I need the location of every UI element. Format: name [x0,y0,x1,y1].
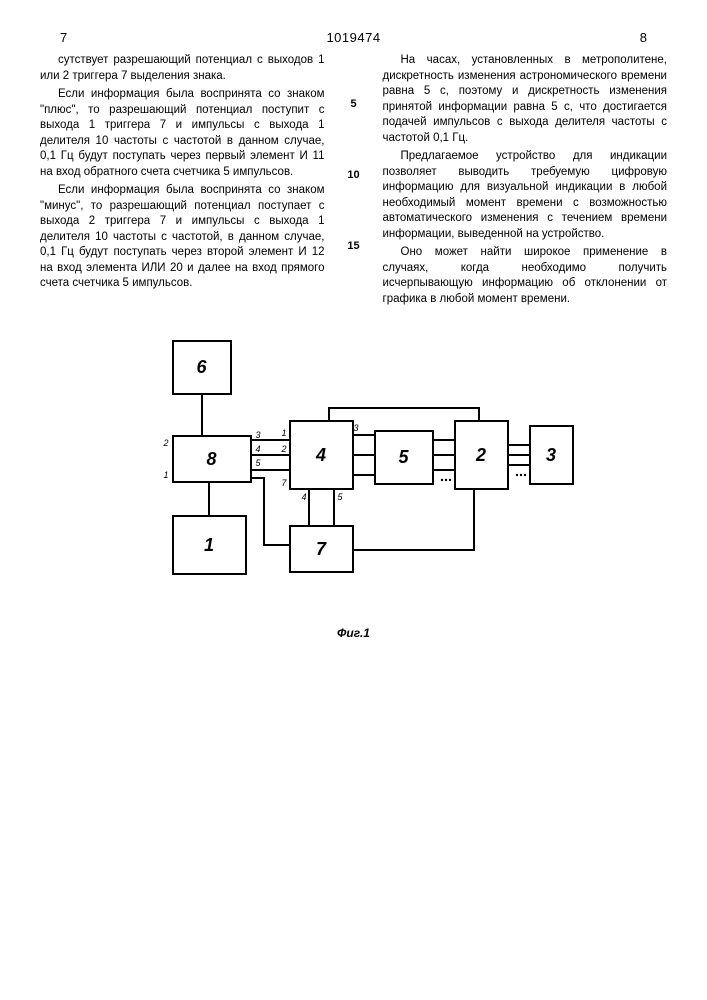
line-marker: 10 [345,168,363,183]
line-number-gutter: 5 10 15 [345,53,363,310]
paragraph: Оно может найти широкое применение в слу… [383,245,668,307]
page-number-right: 8 [640,30,647,45]
port-label: 7 [282,478,287,488]
page-header: 7 1019474 8 [40,30,667,45]
figure-label: Фиг.1 [40,626,667,640]
port-label: 3 [354,423,359,433]
port-label: 1 [282,428,287,438]
port-label: 1 [164,470,169,480]
block-2: 2 [454,420,509,490]
port-label: 5 [338,492,343,502]
port-label: 5 [256,458,261,468]
block-diagram: 6 8 1 4 7 5 2 3 2 1 3 4 5 1 2 7 3 4 5 [134,340,574,620]
block-8: 8 [172,435,252,483]
block-7: 7 [289,525,354,573]
page-number-left: 7 [60,30,67,45]
text-columns: сутствует разрешающий потенциал с выходо… [40,53,667,310]
port-label: 2 [282,444,287,454]
line-marker: 5 [345,97,363,112]
paragraph: На часах, установленных в метрополитене,… [383,53,668,146]
block-3: 3 [529,425,574,485]
port-label: 4 [302,492,307,502]
page: 7 1019474 8 сутствует разрешающий потенц… [0,0,707,1000]
left-column: сутствует разрешающий потенциал с выходо… [40,53,325,310]
block-4: 4 [289,420,354,490]
paragraph: Предлагаемое устройство для индикации по… [383,149,668,242]
port-label: 4 [256,444,261,454]
line-marker: 15 [345,239,363,254]
paragraph: Если информация была воспринята со знако… [40,87,325,180]
paragraph: Если информация была воспринята со знако… [40,183,325,292]
block-5: 5 [374,430,434,485]
block-6: 6 [172,340,232,395]
block-1: 1 [172,515,247,575]
right-column: На часах, установленных в метрополитене,… [383,53,668,310]
port-label: 2 [164,438,169,448]
paragraph: сутствует разрешающий потенциал с выходо… [40,53,325,84]
port-label: 3 [256,430,261,440]
patent-number: 1019474 [326,30,380,45]
